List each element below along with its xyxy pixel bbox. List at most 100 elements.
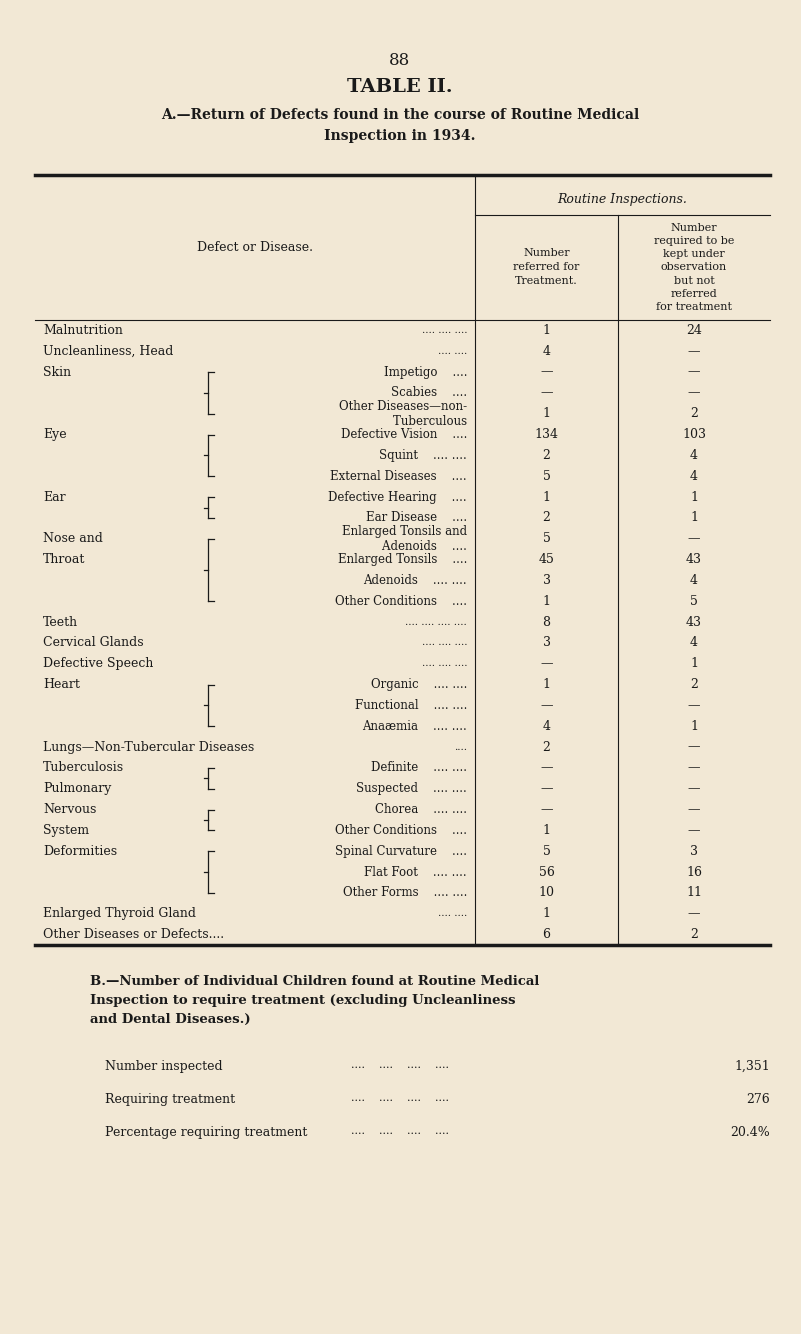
Text: Adenoids    .... ....: Adenoids .... ....: [364, 574, 467, 587]
Text: Teeth: Teeth: [43, 615, 78, 628]
Text: Percentage requiring treatment: Percentage requiring treatment: [105, 1126, 308, 1139]
Text: —: —: [688, 532, 700, 546]
Text: Tuberculosis: Tuberculosis: [43, 762, 124, 775]
Text: Throat: Throat: [43, 554, 86, 566]
Text: Heart: Heart: [43, 678, 80, 691]
Text: 1: 1: [542, 491, 550, 503]
Text: Enlarged Thyroid Gland: Enlarged Thyroid Gland: [43, 907, 196, 920]
Text: 1: 1: [690, 658, 698, 670]
Text: —: —: [540, 366, 553, 379]
Text: —: —: [540, 762, 553, 775]
Text: 276: 276: [747, 1093, 770, 1106]
Text: 4: 4: [542, 344, 550, 358]
Text: Other Diseases—non-
        Tuberculous: Other Diseases—non- Tuberculous: [339, 400, 467, 428]
Text: —: —: [688, 740, 700, 754]
Text: Number inspected: Number inspected: [105, 1061, 223, 1073]
Text: 3: 3: [690, 844, 698, 858]
Text: 5: 5: [690, 595, 698, 608]
Text: Chorea    .... ....: Chorea .... ....: [375, 803, 467, 816]
Text: Other Forms    .... ....: Other Forms .... ....: [343, 886, 467, 899]
Text: 56: 56: [538, 866, 554, 879]
Text: 134: 134: [534, 428, 558, 442]
Text: —: —: [688, 366, 700, 379]
Text: 3: 3: [542, 574, 550, 587]
Text: —: —: [688, 782, 700, 795]
Text: 4: 4: [690, 450, 698, 462]
Text: —: —: [688, 803, 700, 816]
Text: 24: 24: [686, 324, 702, 338]
Text: 1: 1: [542, 324, 550, 338]
Text: —: —: [688, 387, 700, 399]
Text: —: —: [688, 762, 700, 775]
Text: 2: 2: [542, 450, 550, 462]
Text: —: —: [688, 907, 700, 920]
Text: —: —: [688, 699, 700, 712]
Text: Definite    .... ....: Definite .... ....: [371, 762, 467, 775]
Text: Defective Hearing    ....: Defective Hearing ....: [328, 491, 467, 503]
Text: Deformities: Deformities: [43, 844, 117, 858]
Text: 1: 1: [542, 678, 550, 691]
Text: Lungs—Non-Tubercular Diseases: Lungs—Non-Tubercular Diseases: [43, 740, 254, 754]
Text: 2: 2: [542, 740, 550, 754]
Text: 4: 4: [690, 636, 698, 650]
Text: 1: 1: [542, 907, 550, 920]
Text: Eye: Eye: [43, 428, 66, 442]
Text: 1: 1: [542, 407, 550, 420]
Text: 16: 16: [686, 866, 702, 879]
Text: Nose and: Nose and: [43, 532, 103, 546]
Text: .... .... .... ....: .... .... .... ....: [405, 618, 467, 627]
Text: .... .... ....: .... .... ....: [421, 659, 467, 668]
Text: 43: 43: [686, 554, 702, 566]
Text: Suspected    .... ....: Suspected .... ....: [356, 782, 467, 795]
Text: 5: 5: [542, 532, 550, 546]
Text: 1: 1: [690, 491, 698, 503]
Text: B.—Number of Individual Children found at Routine Medical
Inspection to require : B.—Number of Individual Children found a…: [90, 975, 539, 1026]
Text: —: —: [540, 699, 553, 712]
Text: System: System: [43, 824, 89, 836]
Text: —: —: [540, 782, 553, 795]
Text: —: —: [688, 824, 700, 836]
Text: ....: ....: [454, 743, 467, 751]
Text: Cervical Glands: Cervical Glands: [43, 636, 143, 650]
Text: Anaæmia    .... ....: Anaæmia .... ....: [362, 720, 467, 732]
Text: 20.4%: 20.4%: [731, 1126, 770, 1139]
Text: Functional    .... ....: Functional .... ....: [355, 699, 467, 712]
Text: 4: 4: [542, 720, 550, 732]
Text: 10: 10: [538, 886, 554, 899]
Text: Scabies    ....: Scabies ....: [391, 387, 467, 399]
Text: Other Diseases or Defects....: Other Diseases or Defects....: [43, 928, 224, 940]
Text: Organic    .... ....: Organic .... ....: [371, 678, 467, 691]
Text: Defective Vision    ....: Defective Vision ....: [340, 428, 467, 442]
Text: 43: 43: [686, 615, 702, 628]
Text: ....    ....    ....    ....: .... .... .... ....: [351, 1061, 449, 1070]
Text: —: —: [540, 803, 553, 816]
Text: 6: 6: [542, 928, 550, 940]
Text: Defect or Disease.: Defect or Disease.: [197, 241, 313, 253]
Text: Enlarged Tonsils and
        Adenoids    ....: Enlarged Tonsils and Adenoids ....: [342, 524, 467, 552]
Text: Malnutrition: Malnutrition: [43, 324, 123, 338]
Text: 2: 2: [690, 928, 698, 940]
Text: —: —: [540, 387, 553, 399]
Text: A.—Return of Defects found in the course of Routine Medical
Inspection in 1934.: A.—Return of Defects found in the course…: [161, 108, 639, 143]
Text: 2: 2: [542, 511, 550, 524]
Text: 2: 2: [690, 678, 698, 691]
Text: Routine Inspections.: Routine Inspections.: [557, 193, 687, 205]
Text: Pulmonary: Pulmonary: [43, 782, 111, 795]
Text: 5: 5: [542, 844, 550, 858]
Text: Ear Disease    ....: Ear Disease ....: [366, 511, 467, 524]
Text: Number
referred for
Treatment.: Number referred for Treatment.: [513, 248, 580, 287]
Text: Defective Speech: Defective Speech: [43, 658, 153, 670]
Text: Nervous: Nervous: [43, 803, 96, 816]
Text: Uncleanliness, Head: Uncleanliness, Head: [43, 344, 173, 358]
Text: 4: 4: [690, 574, 698, 587]
Text: 5: 5: [542, 470, 550, 483]
Text: External Diseases    ....: External Diseases ....: [330, 470, 467, 483]
Text: 2: 2: [690, 407, 698, 420]
Text: Other Conditions    ....: Other Conditions ....: [335, 824, 467, 836]
Text: ....    ....    ....    ....: .... .... .... ....: [351, 1126, 449, 1137]
Text: Ear: Ear: [43, 491, 66, 503]
Text: Flat Foot    .... ....: Flat Foot .... ....: [364, 866, 467, 879]
Text: 45: 45: [538, 554, 554, 566]
Text: 11: 11: [686, 886, 702, 899]
Text: 8: 8: [542, 615, 550, 628]
